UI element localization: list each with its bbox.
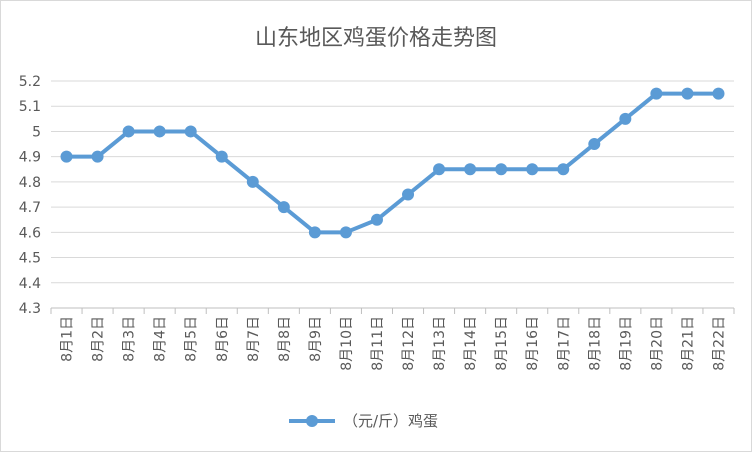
y-tick-label: 4.8 (19, 175, 41, 191)
series-line (66, 91, 719, 235)
data-point (91, 150, 104, 163)
data-point (650, 87, 663, 100)
data-point (277, 201, 290, 214)
x-tick-label: 8月18日 (587, 316, 603, 371)
data-point (526, 163, 539, 176)
y-tick-label: 4.6 (19, 225, 41, 241)
x-tick-label: 8月6日 (215, 316, 231, 362)
data-point (681, 87, 694, 100)
x-axis: 8月1日 8月2日 8月3日 8月4日 8月5日 8月6日 8月7日 8月8日 8月9日 8月10… (50, 307, 735, 371)
data-point (464, 163, 477, 176)
data-point (246, 175, 259, 188)
data-point (60, 150, 73, 163)
data-point (557, 163, 570, 176)
series-egg-price (60, 87, 725, 239)
x-tick-label: 8月5日 (184, 316, 200, 362)
data-point (215, 150, 228, 163)
x-tick-label: 8月12日 (401, 316, 417, 371)
x-tick-label: 8月10日 (339, 316, 355, 371)
data-point (122, 125, 135, 138)
x-tick-label: 8月19日 (618, 316, 634, 371)
x-tick-label: 8月16日 (525, 316, 541, 371)
legend-marker (306, 415, 318, 427)
x-tick-label: 8月9日 (308, 316, 324, 362)
data-point (370, 213, 383, 226)
legend: （元/斤）鸡蛋 (289, 412, 438, 430)
y-tick-label: 4.5 (19, 251, 41, 267)
x-tick-label: 8月2日 (91, 316, 107, 362)
y-tick-label: 4.7 (19, 200, 41, 216)
y-tick-label: 4.9 (19, 150, 41, 166)
x-tick-label: 8月17日 (556, 316, 572, 371)
data-point (402, 188, 415, 201)
x-tick-label: 8月7日 (246, 316, 262, 362)
x-tick-label: 8月15日 (494, 316, 510, 371)
x-tick-label: 8月22日 (711, 316, 727, 371)
data-point (588, 138, 601, 151)
y-axis: 4.3 4.4 4.5 4.6 4.7 4.8 4.9 5 5.1 5.2 (19, 74, 41, 317)
x-tick-label: 8月20日 (649, 316, 665, 371)
y-tick-label: 4.3 (19, 301, 41, 317)
chart-title: 山东地区鸡蛋价格走势图 (255, 26, 497, 51)
x-tick-label: 8月8日 (277, 316, 293, 362)
y-tick-label: 5 (32, 124, 41, 140)
x-tick-label: 8月1日 (60, 316, 76, 362)
y-tick-label: 4.4 (19, 276, 41, 292)
y-tick-label: 5.2 (19, 74, 41, 90)
x-tick-label: 8月21日 (680, 316, 696, 371)
legend-label: （元/斤）鸡蛋 (343, 412, 438, 430)
data-point (308, 226, 321, 239)
data-point (433, 163, 446, 176)
x-tick-label: 8月11日 (370, 316, 386, 371)
x-tick-label: 8月4日 (153, 316, 169, 362)
x-tick-label: 8月13日 (432, 316, 448, 371)
y-tick-label: 5.1 (19, 99, 41, 115)
data-point (184, 125, 197, 138)
data-point (495, 163, 508, 176)
x-tick-label: 8月3日 (122, 316, 138, 362)
data-point (619, 112, 632, 125)
x-tick-label: 8月14日 (463, 316, 479, 371)
data-point (712, 87, 725, 100)
data-point (339, 226, 352, 239)
data-point (153, 125, 166, 138)
